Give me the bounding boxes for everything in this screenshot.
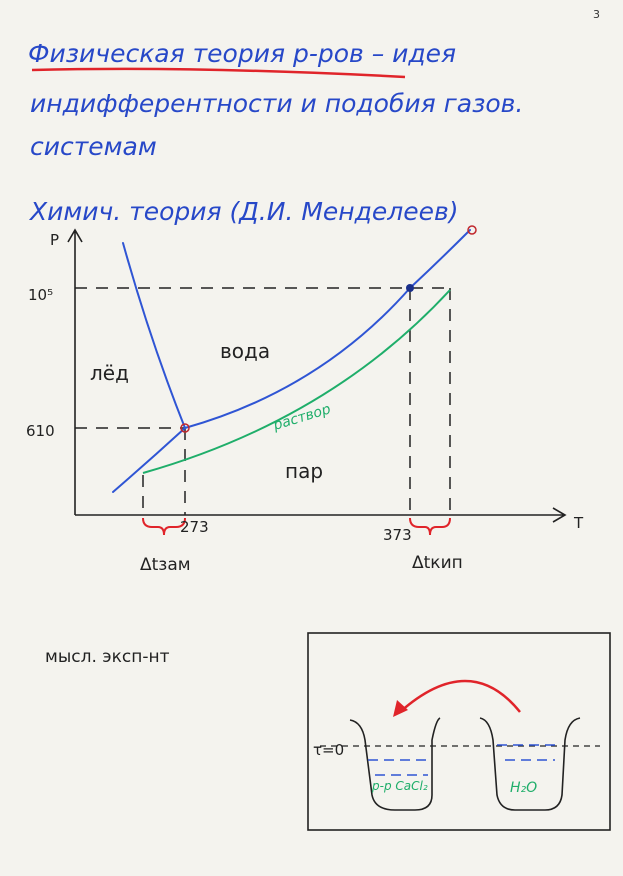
tick-label: 10⁵	[28, 286, 53, 304]
delta-label: Δtзам	[140, 555, 191, 575]
brace	[142, 517, 186, 536]
critical-point	[467, 225, 477, 235]
phase-diagram: P T 10⁵ 610 273 373 лёд вода пар раствор…	[26, 225, 584, 575]
curve-label: раствор	[271, 401, 333, 434]
ice-line	[122, 242, 186, 429]
triple-point	[180, 423, 190, 433]
time-label: τ=0	[313, 741, 344, 759]
brace	[409, 517, 451, 536]
solution-line	[142, 289, 451, 474]
tick-label: 373	[383, 526, 412, 544]
experiment: мысл. эксп-нт τ=0 р-р CaCl₂ H₂O	[45, 632, 611, 831]
note-line: Химич. теория (Д.И. Менделеев)	[28, 197, 459, 226]
region-label: лёд	[90, 361, 129, 385]
frame	[307, 632, 611, 831]
liquid	[368, 744, 560, 776]
underline	[31, 67, 406, 79]
guide-lines	[75, 287, 451, 515]
beaker-label: H₂O	[510, 780, 537, 796]
boil-line	[112, 229, 471, 493]
beaker	[349, 717, 441, 811]
region-label: вода	[220, 339, 270, 363]
region-label: пар	[285, 459, 323, 483]
arrow-head	[393, 700, 408, 717]
delta-label: Δtкип	[412, 553, 463, 573]
beaker	[479, 717, 581, 811]
note-line: Физическая теория р-ров – идея	[28, 39, 456, 68]
axis-label: P	[50, 231, 59, 249]
tick-label: 610	[26, 422, 55, 440]
tick-label: 273	[180, 518, 209, 536]
page-number: 3	[593, 8, 600, 21]
beaker-label: р-р CaCl₂	[371, 779, 428, 793]
arrow	[399, 679, 521, 713]
experiment-title: мысл. эксп-нт	[45, 647, 170, 667]
note-line: индифферентности и подобия газов.	[30, 89, 523, 118]
boil-point	[406, 284, 414, 292]
axis-label: T	[573, 514, 584, 532]
axes	[67, 228, 567, 523]
note-line: системам	[30, 132, 157, 161]
